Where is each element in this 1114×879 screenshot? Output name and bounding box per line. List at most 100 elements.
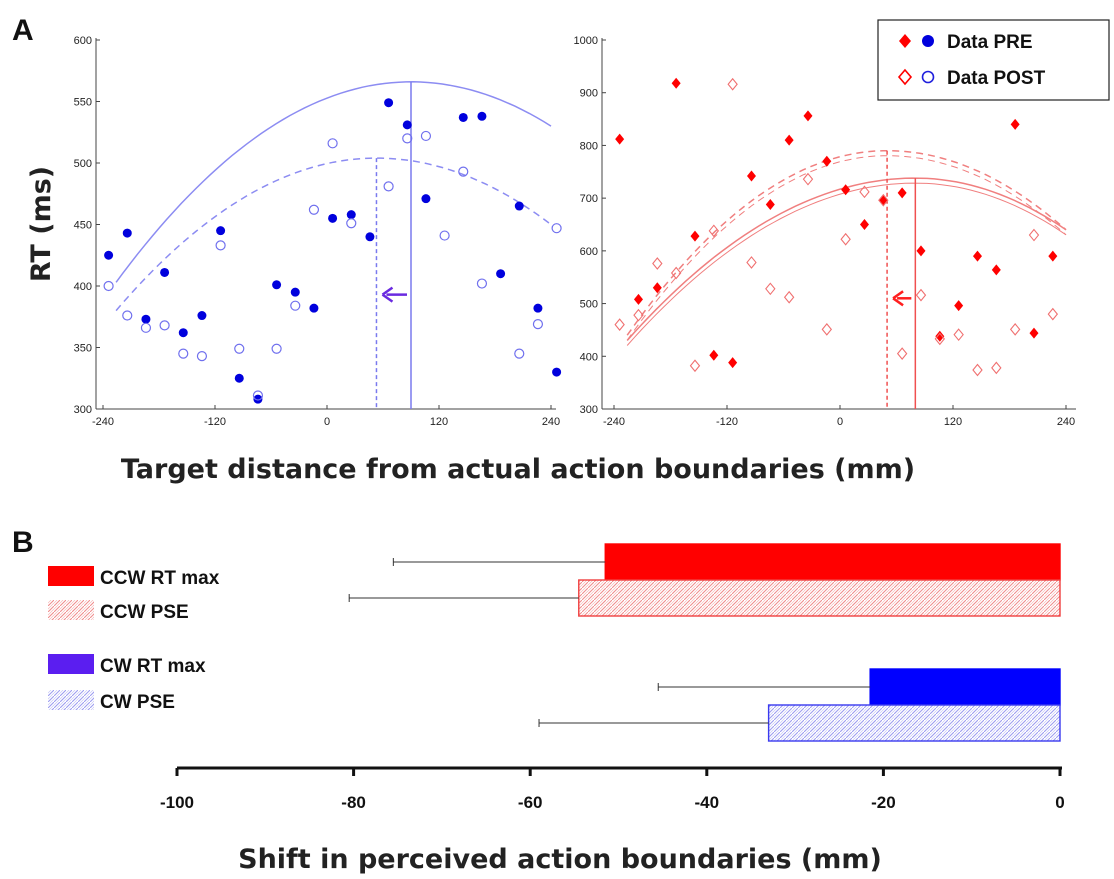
data-point-post	[103, 280, 114, 292]
data-point-pre	[309, 303, 319, 313]
data-point-post	[896, 347, 908, 361]
bar-ccw-pse	[578, 579, 1061, 617]
data-point-pre	[178, 328, 188, 338]
legend-panel-b: CCW RT max CCW PSE CW RT max CW PSE	[48, 566, 220, 713]
data-point-post	[652, 257, 663, 270]
data-point-pre	[104, 250, 114, 260]
data-point-post	[327, 138, 338, 149]
legend-panel-a: Data PRE Data POST	[877, 19, 1110, 101]
data-point-pre	[822, 155, 832, 167]
bar-cw-rt-max	[869, 668, 1061, 706]
data-point-post	[840, 232, 851, 246]
data-point-post	[953, 328, 964, 342]
data-point-pre	[533, 303, 543, 313]
y-tick-label: 800	[580, 140, 598, 152]
y-tick-label: 700	[580, 193, 598, 205]
bar-x-tick-label: -80	[341, 793, 366, 812]
data-point-pre	[709, 349, 719, 361]
legend-label-pre: Data PRE	[947, 32, 1033, 53]
data-point-pre	[746, 170, 756, 182]
data-point-pre	[728, 357, 738, 369]
data-point-post	[476, 278, 488, 289]
y-tick-label: 600	[580, 246, 598, 258]
data-point-post	[346, 218, 357, 229]
data-point-post	[439, 230, 450, 241]
panel-b-letter: B	[12, 526, 34, 559]
x-tick-label: -240	[603, 416, 625, 428]
data-point-pre	[253, 394, 263, 404]
shift-arrow-head	[381, 286, 394, 303]
shift-arrow-head	[892, 290, 904, 307]
data-point-post	[252, 390, 264, 401]
data-point-pre	[1048, 250, 1058, 262]
data-point-pre	[421, 194, 431, 204]
shift-bar-chart: -100 -80 -60 -40 -20 0	[160, 543, 1065, 812]
data-point-pre	[290, 287, 300, 297]
data-point-pre	[615, 133, 625, 145]
data-point-post	[708, 224, 720, 238]
data-point-pre	[552, 367, 562, 377]
data-point-pre	[671, 77, 681, 89]
data-point-post	[1009, 323, 1021, 336]
y-tick-label: 450	[74, 220, 92, 232]
y-tick-label: 500	[580, 299, 598, 311]
data-point-pre	[328, 213, 338, 223]
data-point-post	[972, 363, 983, 377]
data-point-pre	[784, 134, 794, 146]
y-tick-label: 500	[74, 158, 92, 170]
data-point-post	[783, 290, 795, 304]
data-point-pre	[1010, 118, 1020, 130]
data-point-post	[1028, 228, 1040, 242]
x-tick-label: -120	[716, 416, 738, 428]
data-point-pre	[972, 250, 982, 262]
data-point-post	[551, 223, 562, 234]
data-point-pre	[652, 282, 662, 294]
bar-ccw-rt-max	[604, 543, 1061, 581]
data-point-pre	[234, 373, 244, 383]
y-tick-label: 600	[74, 35, 92, 47]
legend-ccw-rt-max-swatch	[48, 566, 94, 586]
data-point-post	[1047, 307, 1059, 321]
legend-box	[877, 19, 1110, 101]
data-point-pre	[122, 228, 132, 238]
data-point-pre	[633, 293, 643, 305]
legend-cw-rt-max-label: CW RT max	[100, 656, 206, 677]
data-point-post	[746, 256, 757, 269]
x-tick-label: 0	[324, 416, 330, 428]
data-point-pre	[803, 110, 813, 122]
data-point-post	[308, 204, 320, 215]
data-point-pre	[859, 219, 869, 230]
y-tick-label: 550	[74, 97, 92, 109]
data-point-pre	[954, 300, 964, 312]
data-point-post	[122, 310, 133, 321]
bar-cw-pse	[767, 704, 1061, 742]
data-point-pre	[141, 314, 151, 324]
data-point-post	[420, 130, 432, 142]
panel-a-letter: A	[12, 14, 34, 47]
data-point-post	[532, 319, 544, 330]
data-point-pre	[916, 245, 926, 257]
data-point-post	[290, 300, 301, 311]
data-point-post	[196, 351, 208, 362]
fit-curve-pre	[626, 177, 1067, 341]
left-scatter-plot: 300 350 400 450 500 550 600 -240 -120 0 120 240	[74, 35, 562, 428]
data-point-post	[402, 133, 413, 144]
fit-curve-pre	[626, 182, 1067, 346]
data-point-pre	[690, 230, 700, 242]
data-point-pre	[402, 120, 412, 130]
legend-filled-circle-icon	[922, 35, 934, 47]
legend-ccw-pse-label: CCW PSE	[100, 602, 189, 623]
y-tick-label: 1000	[574, 35, 598, 47]
legend-open-diamond-icon	[897, 68, 913, 86]
data-point-post	[991, 361, 1002, 375]
data-point-pre	[346, 210, 356, 220]
x-tick-label: 0	[837, 416, 843, 428]
data-point-post	[514, 348, 525, 359]
x-tick-label: 120	[430, 416, 448, 428]
y-tick-label: 300	[74, 404, 92, 416]
data-point-pre	[897, 187, 907, 199]
data-point-post	[271, 343, 282, 354]
x-tick-label: -120	[204, 416, 226, 428]
right-scatter-plot: 300 400 500 600 700 800 900 1000 -240 -120 0 120 240	[574, 35, 1076, 428]
data-point-pre	[765, 198, 775, 210]
